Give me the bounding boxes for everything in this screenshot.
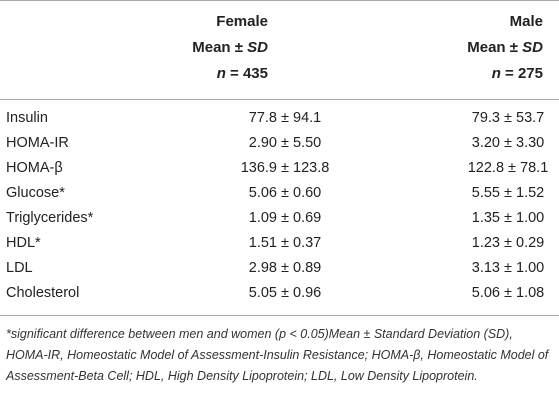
female-value: 2.98 ± 0.89 bbox=[248, 260, 322, 276]
female-value: 1.51 ± 0.37 bbox=[248, 235, 322, 251]
table-row: Insulin 77.8 ± 94.1 79.3 ± 53.7 bbox=[0, 110, 559, 133]
male-value: 5.06 ± 1.08 bbox=[471, 285, 545, 301]
male-n-value: = 275 bbox=[500, 65, 543, 82]
male-stat-sd: SD bbox=[522, 39, 543, 56]
table-footnote: *significant difference between men and … bbox=[6, 327, 549, 383]
table-row: LDL 2.98 ± 0.89 3.13 ± 1.00 bbox=[0, 260, 559, 283]
table-bottom-rule bbox=[0, 315, 559, 316]
male-value: 1.23 ± 0.29 bbox=[471, 235, 545, 251]
female-n-value: = 435 bbox=[225, 65, 268, 82]
row-label: Cholesterol bbox=[6, 285, 80, 301]
row-label: Glucose* bbox=[6, 185, 65, 201]
female-value: 77.8 ± 94.1 bbox=[248, 110, 322, 126]
female-stat-header: Mean ± SD bbox=[192, 39, 268, 56]
table-row: HOMA-IR 2.90 ± 5.50 3.20 ± 3.30 bbox=[0, 135, 559, 158]
female-value: 1.09 ± 0.69 bbox=[248, 210, 322, 226]
table-top-rule bbox=[0, 0, 559, 1]
male-stat-header: Mean ± SD bbox=[467, 39, 543, 56]
male-value: 122.8 ± 78.1 bbox=[467, 160, 549, 176]
male-n-header: n = 275 bbox=[492, 65, 543, 82]
male-n-label: n bbox=[491, 65, 501, 82]
row-label: Triglycerides* bbox=[6, 210, 94, 226]
male-value: 5.55 ± 1.52 bbox=[471, 185, 545, 201]
row-label: HDL* bbox=[6, 235, 41, 251]
table-row: HDL* 1.51 ± 0.37 1.23 ± 0.29 bbox=[0, 235, 559, 258]
male-stat-prefix: Mean ± bbox=[467, 39, 523, 56]
female-value: 5.06 ± 0.60 bbox=[248, 185, 322, 201]
row-label: HOMA-IR bbox=[6, 135, 69, 151]
male-value: 3.20 ± 3.30 bbox=[471, 135, 545, 151]
female-value: 5.05 ± 0.96 bbox=[248, 285, 322, 301]
row-label: Insulin bbox=[6, 110, 48, 126]
female-value: 136.9 ± 123.8 bbox=[240, 160, 330, 176]
male-value: 1.35 ± 1.00 bbox=[471, 210, 545, 226]
male-value: 3.13 ± 1.00 bbox=[471, 260, 545, 276]
row-label: LDL bbox=[6, 260, 33, 276]
table-row: HOMA-β 136.9 ± 123.8 122.8 ± 78.1 bbox=[0, 160, 559, 183]
female-value: 2.90 ± 5.50 bbox=[248, 135, 322, 151]
male-header: Male bbox=[509, 13, 543, 30]
row-label: HOMA-β bbox=[6, 160, 63, 176]
table-row: Glucose* 5.06 ± 0.60 5.55 ± 1.52 bbox=[0, 185, 559, 208]
female-n-header: n = 435 bbox=[217, 65, 268, 82]
female-n-label: n bbox=[216, 65, 226, 82]
female-header: Female bbox=[216, 13, 268, 30]
female-stat-prefix: Mean ± bbox=[192, 39, 248, 56]
male-value: 79.3 ± 53.7 bbox=[471, 110, 545, 126]
header-rule bbox=[0, 99, 559, 100]
table-row: Cholesterol 5.05 ± 0.96 5.06 ± 1.08 bbox=[0, 285, 559, 308]
table-row: Triglycerides* 1.09 ± 0.69 1.35 ± 1.00 bbox=[0, 210, 559, 233]
female-stat-sd: SD bbox=[247, 39, 268, 56]
